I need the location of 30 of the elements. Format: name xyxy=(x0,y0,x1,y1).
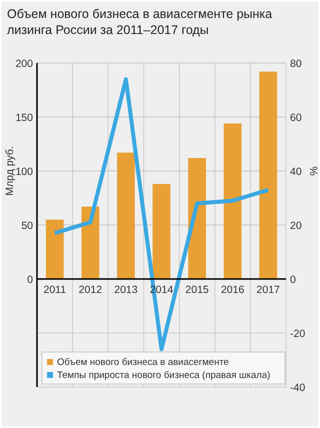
x-tick-label: 2015 xyxy=(185,284,209,296)
y-tick-label: 50 xyxy=(21,220,34,232)
legend-label: Объем нового бизнеса в авиасегменте xyxy=(57,357,229,368)
bar xyxy=(259,72,278,279)
y-tick-label: 100 xyxy=(15,166,34,178)
y2-tick-label: 80 xyxy=(290,58,302,70)
x-tick-label: 2017 xyxy=(256,284,280,296)
y2-tick-label: -40 xyxy=(290,382,306,394)
y2-tick-label: 40 xyxy=(290,166,302,178)
y2-axis-title: % xyxy=(307,166,319,176)
bar xyxy=(152,184,170,279)
y-tick-label: 150 xyxy=(15,112,34,124)
bar xyxy=(117,152,135,279)
x-tick-label: 2013 xyxy=(114,284,138,296)
x-tick-label: 2012 xyxy=(78,284,102,296)
bar xyxy=(188,158,206,279)
x-tick-label: 2016 xyxy=(220,284,244,296)
y2-tick-label: 0 xyxy=(290,274,296,286)
y-tick-label: 0 xyxy=(27,274,34,286)
bar xyxy=(81,206,100,279)
y2-tick-label: 20 xyxy=(290,220,302,232)
y2-tick-label: 60 xyxy=(290,112,302,124)
y-axis-title: Млрд руб. xyxy=(4,146,16,196)
y2-tick-label: -20 xyxy=(290,328,306,340)
legend-label: Темпы прироста нового бизнеса (правая шкала) xyxy=(57,370,270,381)
x-tick-label: 2011 xyxy=(43,284,66,296)
chart-title: Объем нового бизнеса в авиасегменте рынка лизинга России за 2011–2017 годы xyxy=(7,7,272,37)
y-tick-label: 200 xyxy=(15,58,34,70)
bar xyxy=(46,220,64,279)
bar xyxy=(224,123,242,279)
